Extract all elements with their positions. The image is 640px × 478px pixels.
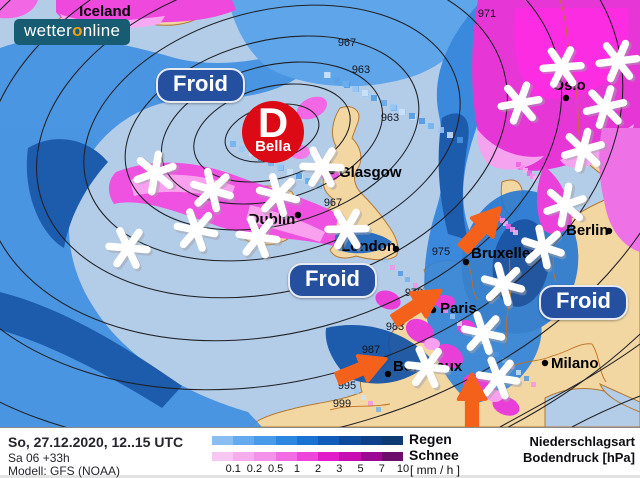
- snow-color-step: [275, 452, 297, 461]
- city-dot: [462, 258, 470, 266]
- snow-color-step: [233, 452, 255, 461]
- isobar-label: 987: [362, 344, 380, 356]
- isobar-label: 971: [478, 8, 496, 20]
- scale-tick: 0.5: [268, 463, 284, 475]
- scale-tick: 1: [293, 463, 300, 475]
- legend-bar: So, 27.12.2020, 12..15 UTC Sa 06 +33h Mo…: [0, 427, 640, 478]
- low-pressure-letter: D: [257, 99, 289, 146]
- pressure-label: Bodendruck [hPa]: [523, 450, 635, 465]
- weather-map: 971967963963967975979983987995999 Icelan…: [0, 0, 640, 427]
- wetteronline-logo: wetteronline: [14, 19, 131, 45]
- city-dot: [294, 211, 302, 219]
- snow-label: Schnee: [409, 447, 459, 463]
- isobar-label: 963: [381, 112, 399, 124]
- legend-right: Niederschlagsart Bodendruck [hPa]: [523, 434, 635, 466]
- scale-ticks: 0.1 0.2 0.5 1 2 3 5 7 10: [212, 463, 410, 476]
- weather-map-svg: 971967963963967975979983987995999 Icelan…: [0, 0, 640, 427]
- rain-color-step: [254, 436, 276, 445]
- rain-color-step: [233, 436, 255, 445]
- isobar-label: 963: [352, 64, 370, 76]
- snow-color-step: [212, 452, 234, 461]
- rain-color-step: [275, 436, 297, 445]
- cold-air-label: Froid: [539, 285, 628, 320]
- city-dot: [605, 227, 613, 235]
- isobar-label: 999: [333, 398, 351, 410]
- rain-color-step: [381, 436, 403, 445]
- snow-color-step: [339, 452, 361, 461]
- model-run: Sa 06 +33h: [8, 451, 70, 465]
- rain-label: Regen: [409, 431, 452, 447]
- city-dot: [541, 359, 549, 367]
- model-name: Modell: GFS (NOAA): [8, 464, 121, 478]
- city-label: Bruxelles: [471, 245, 539, 262]
- scale-tick: 0.1: [225, 463, 241, 475]
- scale-tick: 3: [336, 463, 343, 475]
- country-borders: [329, 0, 607, 411]
- city-label: Glasgow: [339, 164, 402, 181]
- isobar-label: 967: [324, 197, 342, 209]
- low-pressure-name: Bella: [255, 138, 291, 155]
- scale-unit: [ mm / h ]: [410, 463, 461, 477]
- isobar-label: 975: [432, 246, 450, 258]
- precip-type-label: Niederschlagsart: [529, 434, 636, 449]
- snow-color-step: [296, 452, 319, 461]
- scale-tick: 7: [378, 463, 385, 475]
- scale-tick: 2: [315, 463, 322, 475]
- snow-color-step: [381, 452, 403, 461]
- rain-color-step: [296, 436, 319, 445]
- snow-color-step: [360, 452, 382, 461]
- rain-colorbar: [212, 436, 403, 445]
- rain-color-step: [212, 436, 234, 445]
- scale-tick: 10: [396, 463, 410, 475]
- snow-color-step: [318, 452, 340, 461]
- scale-tick: 5: [357, 463, 364, 475]
- valid-datetime: So, 27.12.2020, 12..15 UTC: [8, 434, 184, 450]
- city-dot: [562, 94, 570, 102]
- city-dot: [392, 245, 400, 253]
- city-label: Milano: [551, 355, 599, 372]
- city-label: Paris: [440, 300, 477, 317]
- snow-colorbar: [212, 452, 403, 461]
- cold-air-label: Froid: [156, 68, 245, 103]
- city-label: London: [341, 238, 396, 255]
- logo-accent-letter: o: [72, 21, 83, 40]
- logo-text-main: wetter: [24, 21, 73, 40]
- low-pressure-badge: D Bella: [242, 101, 304, 163]
- logo-text-rest: nline: [82, 21, 121, 40]
- rain-color-step: [339, 436, 361, 445]
- snow-color-step: [254, 452, 276, 461]
- scale-tick: 0.2: [246, 463, 263, 475]
- city-dot: [384, 370, 392, 378]
- city-label: Iceland: [79, 3, 131, 20]
- cold-air-label: Froid: [288, 263, 377, 298]
- city-label: Berlin: [566, 222, 609, 239]
- rain-color-step: [318, 436, 340, 445]
- isobar-label: 967: [338, 37, 356, 49]
- rain-color-step: [360, 436, 382, 445]
- precipitation-scale: Regen Schnee 0.1 0.2 0.5 1 2 3 5 7 10 [ mm / h ]: [212, 428, 462, 477]
